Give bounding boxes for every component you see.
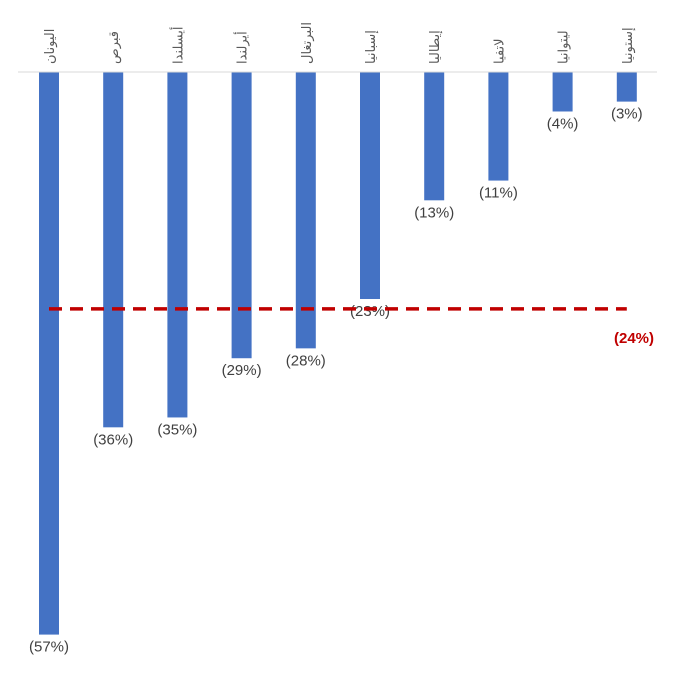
bar	[103, 72, 124, 428]
data-label: (4%)	[547, 115, 579, 132]
category-label: قبرص	[107, 31, 122, 64]
data-labels: (57%) (36%) (35%) (29%) (28%) (23%) (13%) (11%)…	[29, 106, 643, 656]
category-label: إستونيا	[621, 27, 636, 64]
bar	[167, 72, 188, 418]
data-label: (23%)	[350, 303, 390, 320]
bar	[295, 72, 316, 349]
data-label: (13%)	[414, 204, 454, 221]
data-label: (11%)	[479, 185, 518, 202]
bars-layer	[39, 72, 637, 635]
bar	[616, 72, 637, 102]
bar	[231, 72, 252, 359]
bar	[39, 72, 59, 635]
data-label: (57%)	[29, 639, 69, 656]
category-label: لاتفيا	[492, 39, 507, 65]
category-label: إسبانيا	[364, 30, 379, 64]
category-label: البرتغال	[300, 22, 315, 64]
data-label: (28%)	[286, 352, 326, 369]
bar	[424, 72, 445, 201]
category-label: ليتوانيا	[557, 30, 572, 64]
category-label: إيطاليا	[428, 30, 443, 64]
data-label: (35%)	[157, 421, 197, 438]
bar	[360, 72, 380, 300]
category-labels: اليونان قبرص أيسلندا أيرلندا البرتغال إسبانيا…	[43, 22, 636, 64]
data-label: (36%)	[93, 431, 133, 448]
average-label: (24%)	[614, 330, 654, 347]
bar	[488, 72, 509, 181]
data-label: (3%)	[611, 106, 643, 123]
category-label: أيسلندا	[169, 27, 186, 65]
category-label: اليونان	[43, 29, 58, 64]
bar	[552, 72, 573, 112]
data-label: (29%)	[222, 362, 262, 379]
category-label: أيرلندا	[234, 31, 251, 64]
